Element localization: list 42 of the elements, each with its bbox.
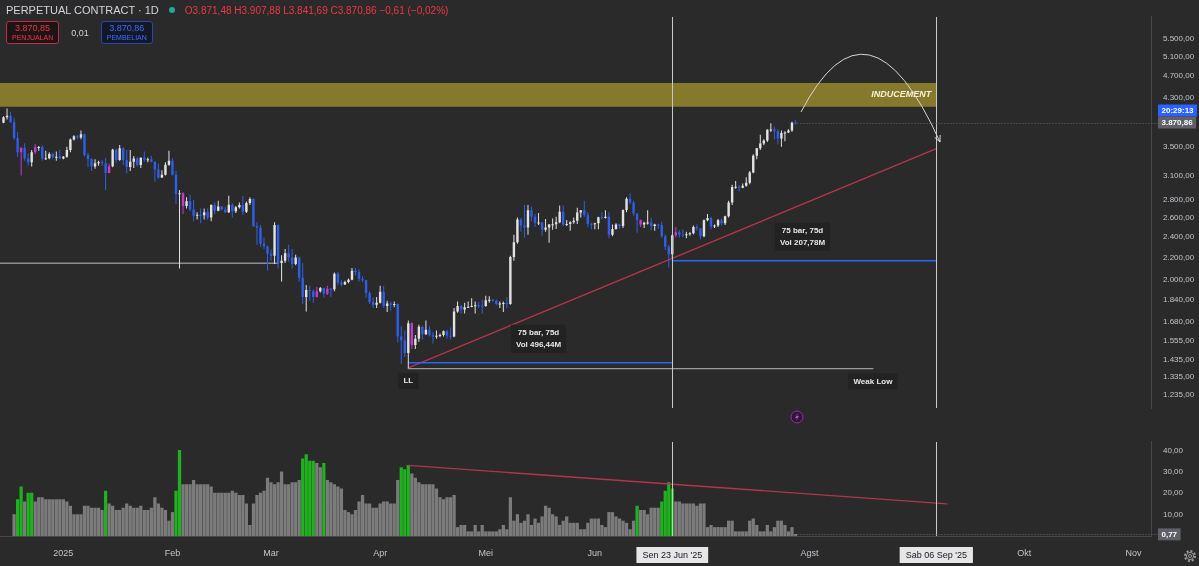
y-tick-label: 1.555,00 <box>1163 335 1195 345</box>
y-tick-label: 2.400,00 <box>1163 231 1195 241</box>
chart-title: PERPETUAL CONTRACT · 1D <box>6 4 159 16</box>
y-tick-label: 5.100,00 <box>1163 51 1195 61</box>
annotation: 20:29:13 3.870,86 <box>1161 106 1195 128</box>
x-tick-label: 2025 <box>53 547 74 558</box>
y-tick-label: 1.680,00 <box>1163 317 1195 327</box>
y-tick-label: 2.000,00 <box>1163 275 1195 285</box>
x-tick-label: Mei <box>478 547 493 558</box>
y-tick-label: 1.335,00 <box>1163 371 1195 381</box>
x-tick-label: Jun <box>587 547 603 558</box>
y-tick-label: 10,00 <box>1163 509 1184 519</box>
y-tick-label: 5.500,00 <box>1163 33 1195 43</box>
y-tick-label: 2.200,00 <box>1163 252 1195 262</box>
y-tick-label: 30,00 <box>1163 466 1184 476</box>
chart-subtitle: O3.871,48 H3.907,88 L3.841,69 C3.870,86 −0,61 (−0,02%) <box>184 4 449 16</box>
annotation: 0,01 <box>71 27 89 38</box>
x-tick-label: Nov <box>1125 547 1142 558</box>
y-tick-label: 40,00 <box>1163 445 1184 455</box>
y-tick-label: 3.100,00 <box>1163 170 1195 180</box>
y-tick-label: 2.600,00 <box>1163 212 1195 222</box>
x-tick-label: Agst <box>800 547 820 558</box>
y-tick-label: 2.800,00 <box>1163 195 1195 205</box>
annotation: Weak Low <box>853 376 894 386</box>
y-tick-label: 1.435,00 <box>1163 354 1195 364</box>
annotation: 75 bar, 75d Vol 207,78M <box>779 225 826 247</box>
x-tick-label: Apr <box>373 547 388 558</box>
x-tick-label: Feb <box>164 547 181 558</box>
y-tick-label: 1.235,00 <box>1163 390 1195 400</box>
y-tick-label: 4.300,00 <box>1163 92 1195 102</box>
ref-line-label: Sab 06 Sep '25 <box>905 549 967 560</box>
y-tick-label: 20,00 <box>1163 488 1184 498</box>
ref-line-label: Sen 23 Jun '25 <box>642 549 703 560</box>
y-tick-label: 4.700,00 <box>1163 71 1195 81</box>
x-tick-label: Mar <box>263 547 279 558</box>
x-tick-label: Okt <box>1017 547 1032 558</box>
y-tick-label: 1.840,00 <box>1163 295 1195 305</box>
annotation: 0,77 <box>1161 530 1178 540</box>
y-tick-label: 3.500,00 <box>1163 141 1195 151</box>
annotation: 75 bar, 75d Vol 496,44M <box>515 328 562 350</box>
annotation: LL <box>403 376 414 386</box>
band-label: INDUCEMENT <box>871 89 933 100</box>
